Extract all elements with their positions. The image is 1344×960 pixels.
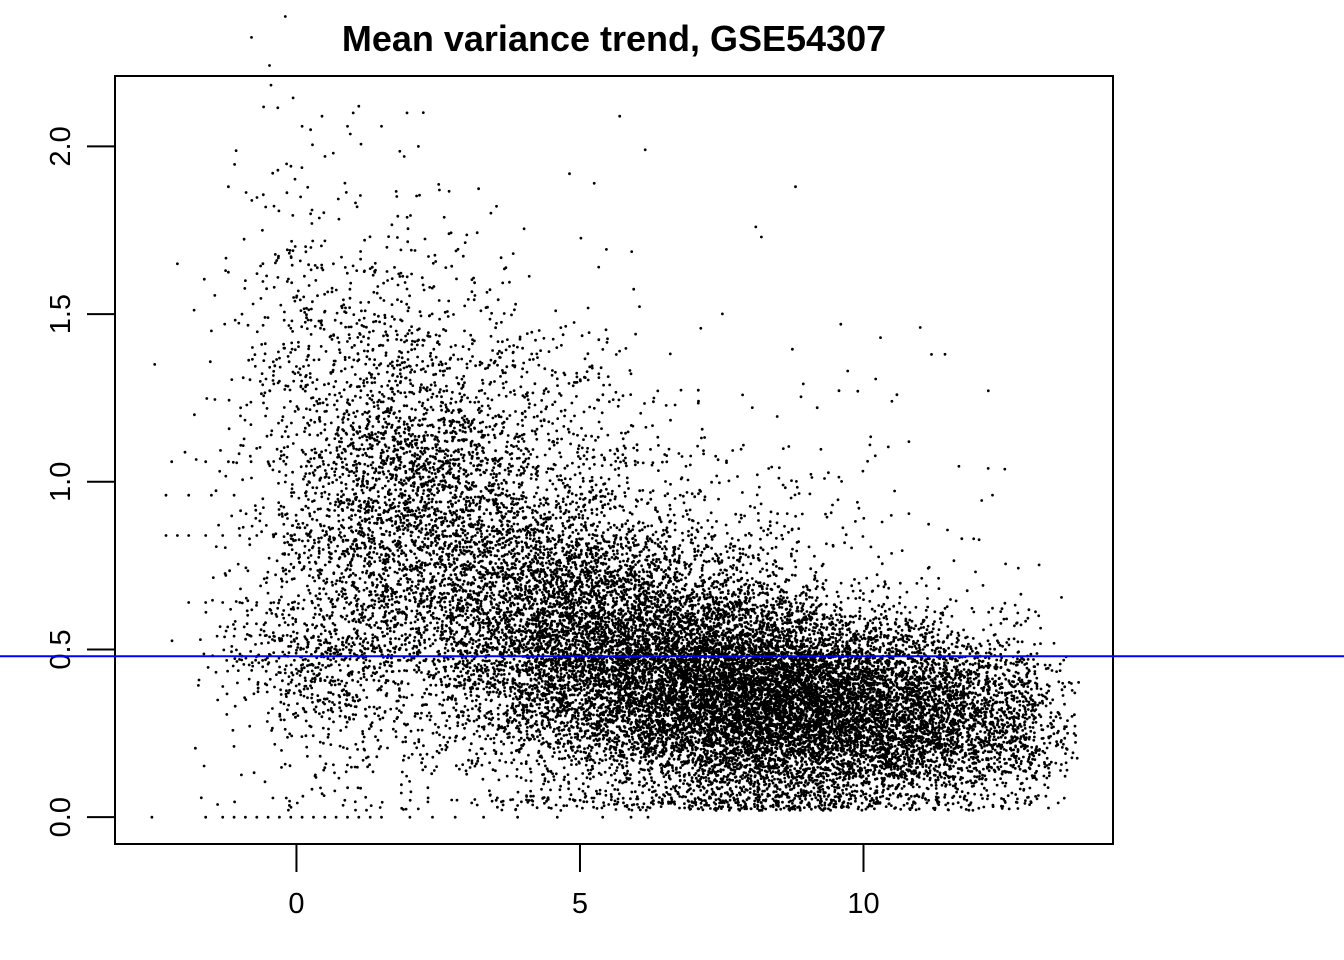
x-tick-label: 0 — [288, 888, 304, 920]
y-tick-label: 0.0 — [45, 797, 77, 837]
y-axis: 0.0 0.5 1.0 1.5 2.0 — [45, 126, 116, 837]
y-tick-label: 1.5 — [45, 294, 77, 334]
data-points — [150, 15, 1080, 819]
plot-frame — [114, 75, 1114, 845]
x-tick-label: 5 — [572, 888, 588, 920]
x-axis: 0 5 10 — [288, 843, 880, 920]
y-tick-label: 1.0 — [45, 462, 77, 502]
chart-title: Mean variance trend, GSE54307 — [342, 18, 886, 59]
y-tick-label: 2.0 — [45, 126, 77, 166]
points-layer — [150, 15, 1080, 819]
y-tick-label: 0.5 — [45, 629, 77, 669]
x-tick-label: 10 — [847, 888, 879, 920]
